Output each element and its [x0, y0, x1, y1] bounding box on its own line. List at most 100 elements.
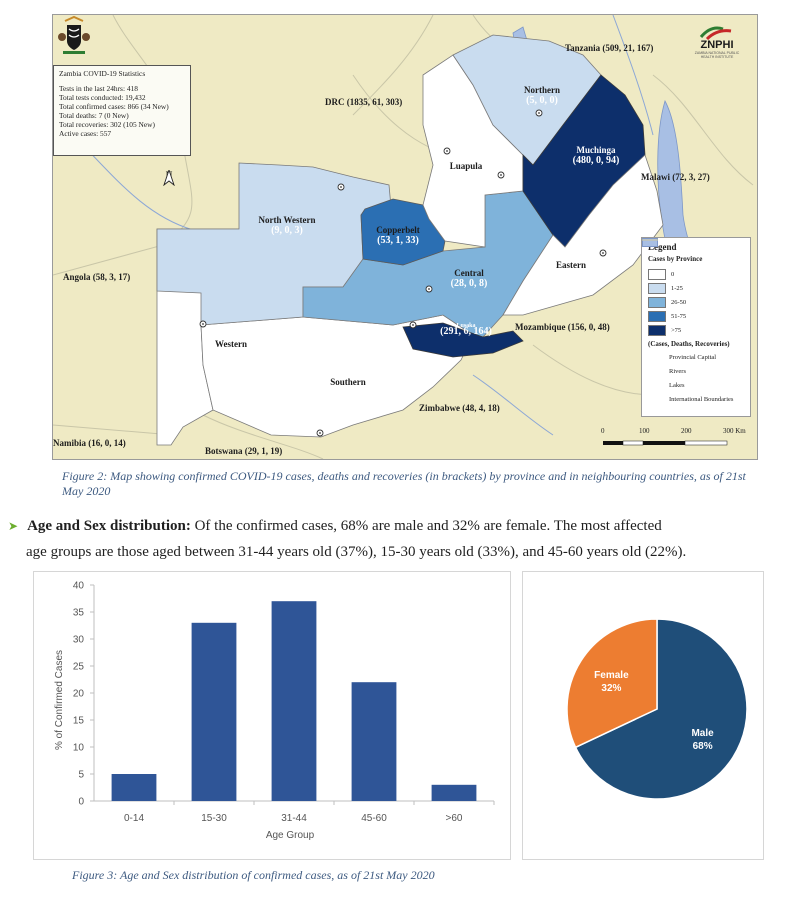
legend-symbol: Rivers — [642, 239, 744, 378]
legend-item: >75 — [648, 323, 744, 337]
stats-title: Zambia COVID-19 Statistics — [59, 69, 146, 78]
sex-pie-chart: Male 68% Female 32% — [522, 571, 764, 860]
bar — [111, 774, 157, 801]
country-label-drc: DRC (1835, 61, 303) — [325, 97, 403, 107]
stats-line: Active cases: 557 — [59, 129, 112, 138]
scale-bar-graphic — [603, 440, 728, 446]
map-scale-bar: 0 100 200 300 Km — [601, 427, 751, 457]
scale-tick: 300 Km — [723, 427, 746, 435]
legend-symbol: Provincial Capital — [642, 238, 744, 364]
province-name: Copperbelt — [376, 225, 420, 235]
y-tick-label: 35 — [73, 608, 85, 619]
country-label-botswana: Botswana (29, 1, 19) — [205, 446, 283, 456]
legend-label: 1-25 — [671, 284, 683, 292]
province-southern: Southern — [325, 377, 371, 387]
y-axis-label: % of Confirmed Cases — [54, 650, 65, 750]
province-eastern: Eastern — [551, 260, 591, 270]
pie-category-label: Female — [594, 670, 629, 681]
legend-label: 0 — [671, 270, 675, 278]
pie-slice — [574, 618, 748, 800]
znphi-logo: ZNPHI ZAMBIA NATIONAL PUBLIC HEALTH INST… — [688, 23, 746, 63]
province-name: Lusaka — [456, 323, 476, 329]
age-group-bar-chart: 0 5 10 15 20 25 30 35 40 0-14 15-30 31-44 45-60 >60 %… — [33, 571, 511, 860]
legend-symbol-label: Lakes — [669, 381, 685, 389]
bar — [271, 601, 317, 801]
province-value: (480, 0, 94) — [572, 155, 620, 166]
province-name: Eastern — [556, 260, 586, 270]
country-label-malawi: Malawi (72, 3, 27) — [641, 172, 710, 182]
legend-note: (Cases, Deaths, Recoveries) — [648, 340, 730, 348]
y-tick-label: 5 — [78, 770, 84, 781]
logo-subtitle: ZAMBIA NATIONAL PUBLIC HEALTH INSTITUTE — [694, 51, 740, 59]
legend-symbol-label: Provincial Capital — [669, 353, 717, 361]
y-tick-label: 20 — [73, 689, 85, 700]
stats-line: Total confirmed cases: 866 (34 New) — [59, 102, 169, 111]
legend-swatch — [648, 296, 666, 308]
country-label-mozambique: Mozambique (156, 0, 48) — [515, 322, 610, 332]
province-north-western: North Western (9, 0, 3) — [249, 215, 325, 236]
province-value: (5, 0, 0) — [526, 95, 558, 106]
legend-item: 1-25 — [648, 281, 744, 295]
province-name: Central — [454, 268, 484, 278]
province-name: Muchinga — [576, 145, 616, 155]
legend-symbol: Lakes — [642, 238, 744, 392]
x-tick-label: >60 — [446, 813, 463, 824]
legend-swatch — [648, 310, 666, 322]
bar-chart-bars — [111, 601, 477, 801]
legend-item: 26-50 — [648, 295, 744, 309]
y-tick-label: 40 — [73, 581, 85, 592]
legend-label: >75 — [671, 326, 682, 334]
paragraph-line-2: age groups are those aged between 31-44 … — [26, 544, 687, 560]
province-copperbelt: Copperbelt (53, 1, 33) — [365, 225, 431, 246]
y-tick-label: 10 — [73, 743, 85, 754]
x-tick-label: 0-14 — [124, 813, 144, 824]
figure-2-caption: Figure 2: Map showing confirmed COVID-19… — [62, 469, 746, 498]
province-name: Luapula — [449, 161, 483, 171]
province-western: Western — [211, 339, 251, 349]
arrow-bullet-icon: ➤ — [8, 519, 19, 533]
bar — [191, 622, 237, 801]
province-value: (28, 0, 8) — [450, 278, 488, 289]
paragraph-line-1: Of the confirmed cases, 68% are male and… — [190, 518, 662, 534]
bar — [431, 784, 477, 801]
province-value: (53, 1, 33) — [377, 235, 419, 246]
y-tick-label: 0 — [78, 797, 84, 808]
pie-category-label: Male — [691, 728, 714, 739]
figure-3-caption: Figure 3: Age and Sex distribution of co… — [72, 868, 435, 882]
legend-symbol: International Boundaries — [642, 239, 744, 406]
legend-swatch — [648, 282, 666, 294]
stats-line: Total recoveries: 302 (105 New) — [59, 120, 155, 129]
legend-symbol-label: International Boundaries — [669, 395, 734, 403]
logo-name: ZNPHI — [700, 39, 734, 51]
province-name: Western — [215, 339, 247, 349]
y-tick-label: 25 — [73, 662, 85, 673]
country-label-namibia: Namibia (16, 0, 14) — [53, 438, 126, 448]
north-arrow-icon — [163, 170, 175, 186]
country-label-angola: Angola (58, 3, 17) — [63, 272, 131, 282]
covid-statistics-box: Zambia COVID-19 Statistics Tests in the … — [53, 65, 191, 156]
stats-line: Tests in the last 24hrs: 418 — [59, 84, 138, 93]
paragraph-lead: Age and Sex distribution: — [27, 518, 191, 534]
map-legend: Legend Cases by Province 0 1-25 26-50 51… — [641, 237, 751, 417]
map-graphic — [53, 15, 754, 459]
pie-value-label: 68% — [693, 741, 713, 752]
province-value: (9, 0, 3) — [271, 225, 303, 236]
scale-tick: 0 — [601, 427, 605, 435]
country-label-zimbabwe: Zimbabwe (48, 4, 18) — [419, 403, 500, 413]
y-tick-label: 15 — [73, 716, 85, 727]
pie-value-label: 32% — [601, 683, 621, 694]
province-name: Northern — [524, 85, 560, 95]
province-luapula: Luapula — [446, 161, 486, 171]
province-name: North Western — [258, 215, 316, 225]
legend-symbol-label: Rivers — [669, 367, 686, 375]
y-tick-label: 30 — [73, 635, 85, 646]
pie-chart-svg: Male 68% Female 32% — [566, 618, 748, 800]
x-tick-label: 45-60 — [361, 813, 387, 824]
province-northern: Northern (5, 0, 0) — [515, 85, 569, 106]
pie-slice — [566, 618, 658, 749]
x-axis-label: Age Group — [266, 830, 315, 841]
x-tick-label: 31-44 — [281, 813, 307, 824]
legend-subtitle: Cases by Province — [648, 255, 703, 263]
legend-title: Legend — [648, 242, 677, 252]
stats-line: Total deaths: 7 (0 New) — [59, 111, 129, 120]
